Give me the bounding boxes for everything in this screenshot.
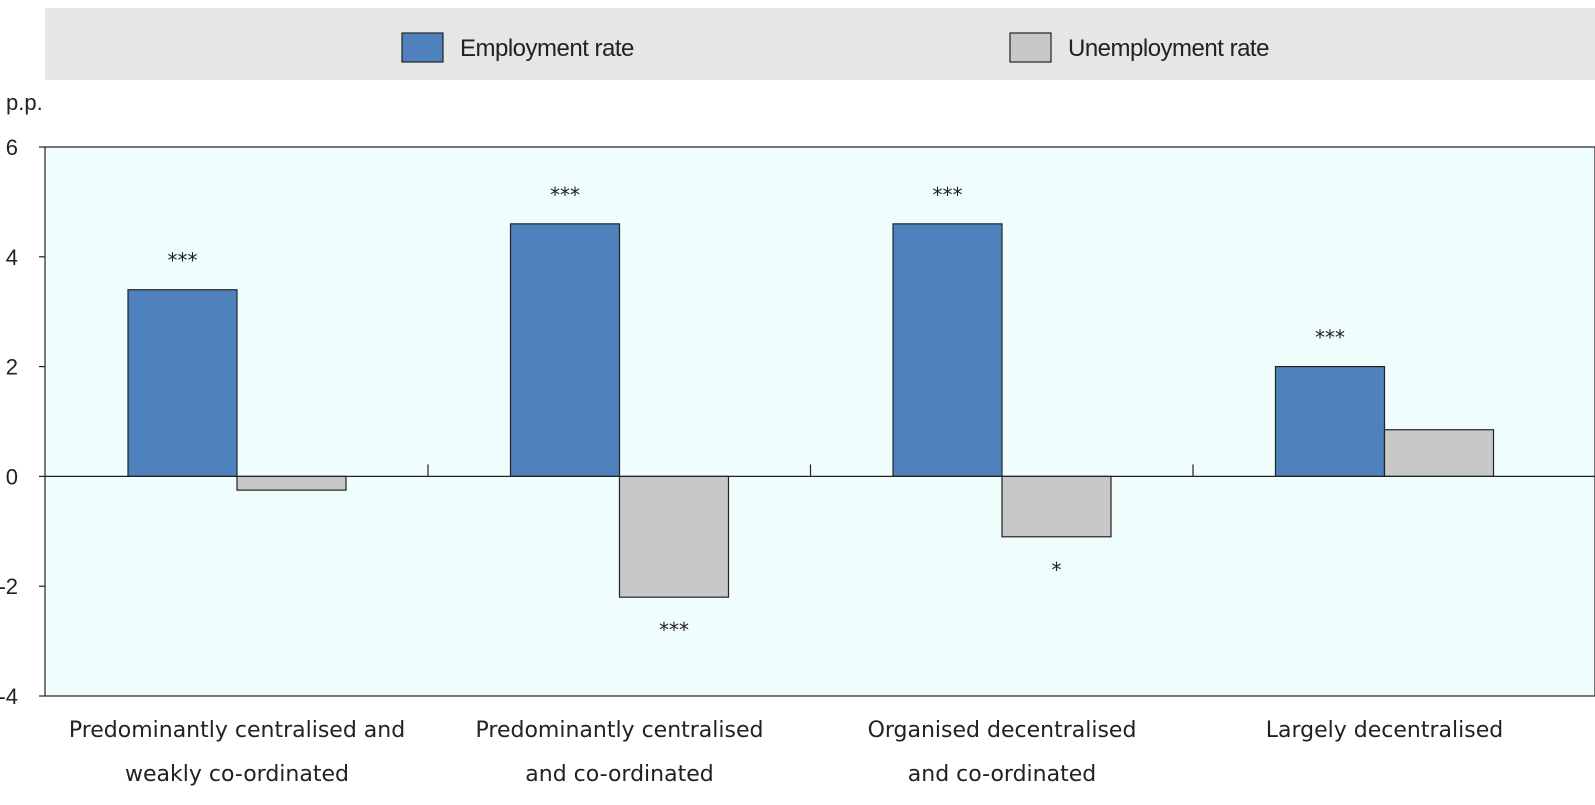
legend-swatch-unemployment xyxy=(1009,32,1052,63)
category-label: weakly co-ordinated xyxy=(125,762,349,787)
bar-employment xyxy=(1274,366,1386,478)
category-label: Predominantly centralised xyxy=(476,718,764,743)
y-tick-label: -4 xyxy=(0,684,18,709)
bar-unemployment xyxy=(1001,475,1112,538)
significance-label: *** xyxy=(550,183,580,207)
bar-unemployment xyxy=(618,475,730,598)
significance-label: *** xyxy=(659,618,689,642)
y-tick-label: 2 xyxy=(6,355,18,380)
significance-label: *** xyxy=(1315,326,1345,350)
legend-label-unemployment: Unemployment rate xyxy=(1068,35,1269,62)
bar-unemployment xyxy=(236,475,347,491)
ticks-layer xyxy=(39,146,1194,697)
y-axis-unit-label: p.p. xyxy=(6,90,43,115)
y-tick-label: 6 xyxy=(6,135,18,160)
significance-label: * xyxy=(1052,558,1062,582)
bar-employment xyxy=(509,223,621,477)
category-label: Organised decentralised xyxy=(868,718,1137,743)
bar-employment xyxy=(892,223,1003,477)
category-label: and co-ordinated xyxy=(525,762,713,787)
bars-layer xyxy=(127,223,1495,598)
legend-box xyxy=(45,8,1595,80)
bar-employment xyxy=(127,289,238,477)
category-label: Predominantly centralised and xyxy=(69,718,405,743)
labels-layer: -4 -2 0 2 4 6 *** Predominantly centralised and… xyxy=(0,135,1503,787)
category-label: and co-ordinated xyxy=(908,762,1096,787)
y-tick-label: 0 xyxy=(6,464,18,489)
bar-unemployment xyxy=(1383,429,1495,477)
legend-swatch-employment xyxy=(401,32,444,63)
y-tick-label: 4 xyxy=(6,245,18,270)
significance-label: *** xyxy=(168,249,198,273)
category-label: Largely decentralised xyxy=(1266,718,1503,743)
legend-label-employment: Employment rate xyxy=(460,35,634,62)
y-tick-label: -2 xyxy=(0,574,18,599)
significance-label: *** xyxy=(933,183,963,207)
